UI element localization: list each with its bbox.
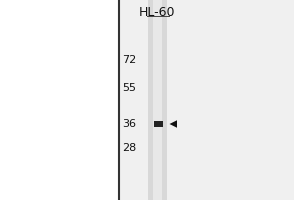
Bar bbox=[148, 0, 167, 200]
Bar bbox=[154, 121, 163, 127]
Polygon shape bbox=[169, 120, 177, 128]
Text: HL-60: HL-60 bbox=[139, 6, 176, 19]
Text: 55: 55 bbox=[122, 83, 136, 93]
Text: 28: 28 bbox=[122, 143, 136, 153]
Bar bbox=[120, 0, 294, 200]
Bar bbox=[153, 0, 162, 200]
Text: 72: 72 bbox=[122, 55, 136, 65]
Text: 36: 36 bbox=[122, 119, 136, 129]
